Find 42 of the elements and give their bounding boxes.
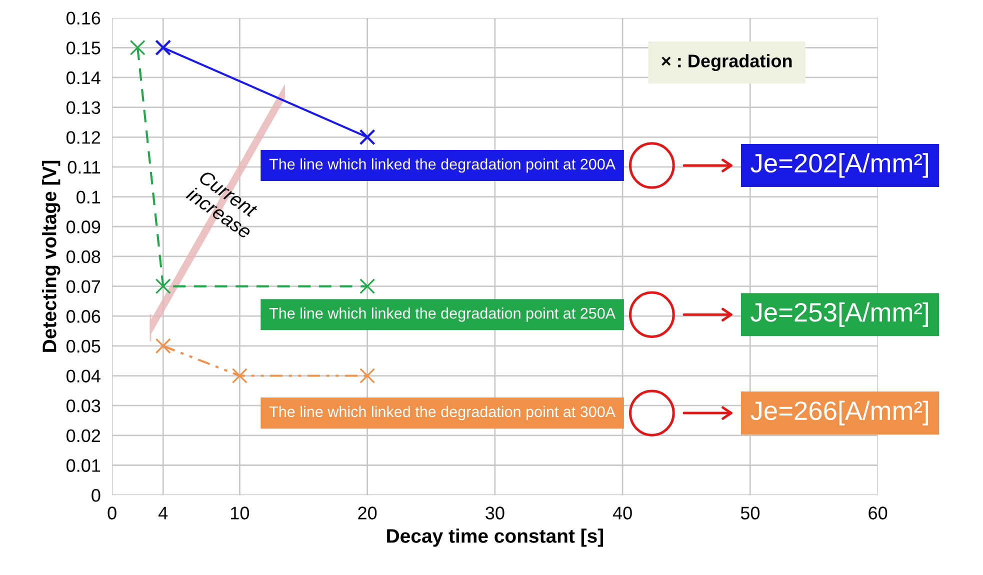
x-tick-label: 10 bbox=[231, 506, 250, 520]
x-tick-label: 20 bbox=[358, 506, 377, 520]
y-tick-label: 0.14 bbox=[66, 71, 100, 84]
y-tick-label: 0.07 bbox=[66, 280, 100, 293]
point bbox=[360, 278, 376, 294]
point bbox=[360, 368, 376, 384]
point bbox=[130, 40, 146, 56]
y-tick-label: 0.01 bbox=[66, 459, 100, 472]
y-tick-label: 0.06 bbox=[66, 310, 100, 323]
point bbox=[359, 129, 376, 146]
annotation: The line which linked the degradation point at 300A bbox=[269, 406, 616, 420]
point bbox=[155, 338, 171, 354]
x-tick-label: 50 bbox=[740, 506, 760, 520]
annotation: Je=253[A/mm²] bbox=[750, 302, 928, 327]
y-axis-title: Detecting voltage [V] bbox=[42, 160, 60, 352]
y-tick-label: 0.13 bbox=[66, 101, 100, 114]
y-tick-label: 0.11 bbox=[68, 160, 100, 174]
x-tick-label: 30 bbox=[486, 506, 504, 520]
annotation: The line which linked the degradation point at 200A bbox=[269, 158, 616, 173]
y-tick-label: 0.08 bbox=[66, 250, 100, 264]
x-tick-label: 60 bbox=[868, 506, 888, 520]
annotation: The line which linked the degradation point at 250A bbox=[269, 307, 616, 322]
point bbox=[155, 40, 172, 56]
annotation: Je=266[A/mm²] bbox=[750, 400, 928, 426]
y-tick-label: 0.09 bbox=[66, 220, 100, 234]
y-tick-label: 0.15 bbox=[66, 42, 100, 54]
y-tick-label: 0.12 bbox=[66, 131, 100, 144]
y-tick-label: 0.16 bbox=[66, 12, 100, 25]
y-tick-label: 0.1 bbox=[76, 190, 100, 204]
point bbox=[155, 278, 171, 294]
annotation: Je=202[A/mm²] bbox=[750, 153, 928, 178]
point bbox=[232, 368, 248, 384]
y-tick-label: 0.05 bbox=[66, 340, 100, 353]
annotation: × : Degradation bbox=[662, 54, 792, 72]
y-tick-label: 0.03 bbox=[66, 400, 100, 412]
x-axis-title: Decay time constant [s] bbox=[387, 528, 603, 547]
x-tick-label: 40 bbox=[612, 506, 632, 520]
x-tick-label: 4 bbox=[158, 506, 168, 520]
y-tick-label: 0.04 bbox=[66, 370, 100, 382]
x-tick-label: 0 bbox=[108, 506, 116, 520]
y-tick-label: 0.02 bbox=[66, 429, 100, 442]
y-tick-label: 0 bbox=[92, 489, 100, 502]
